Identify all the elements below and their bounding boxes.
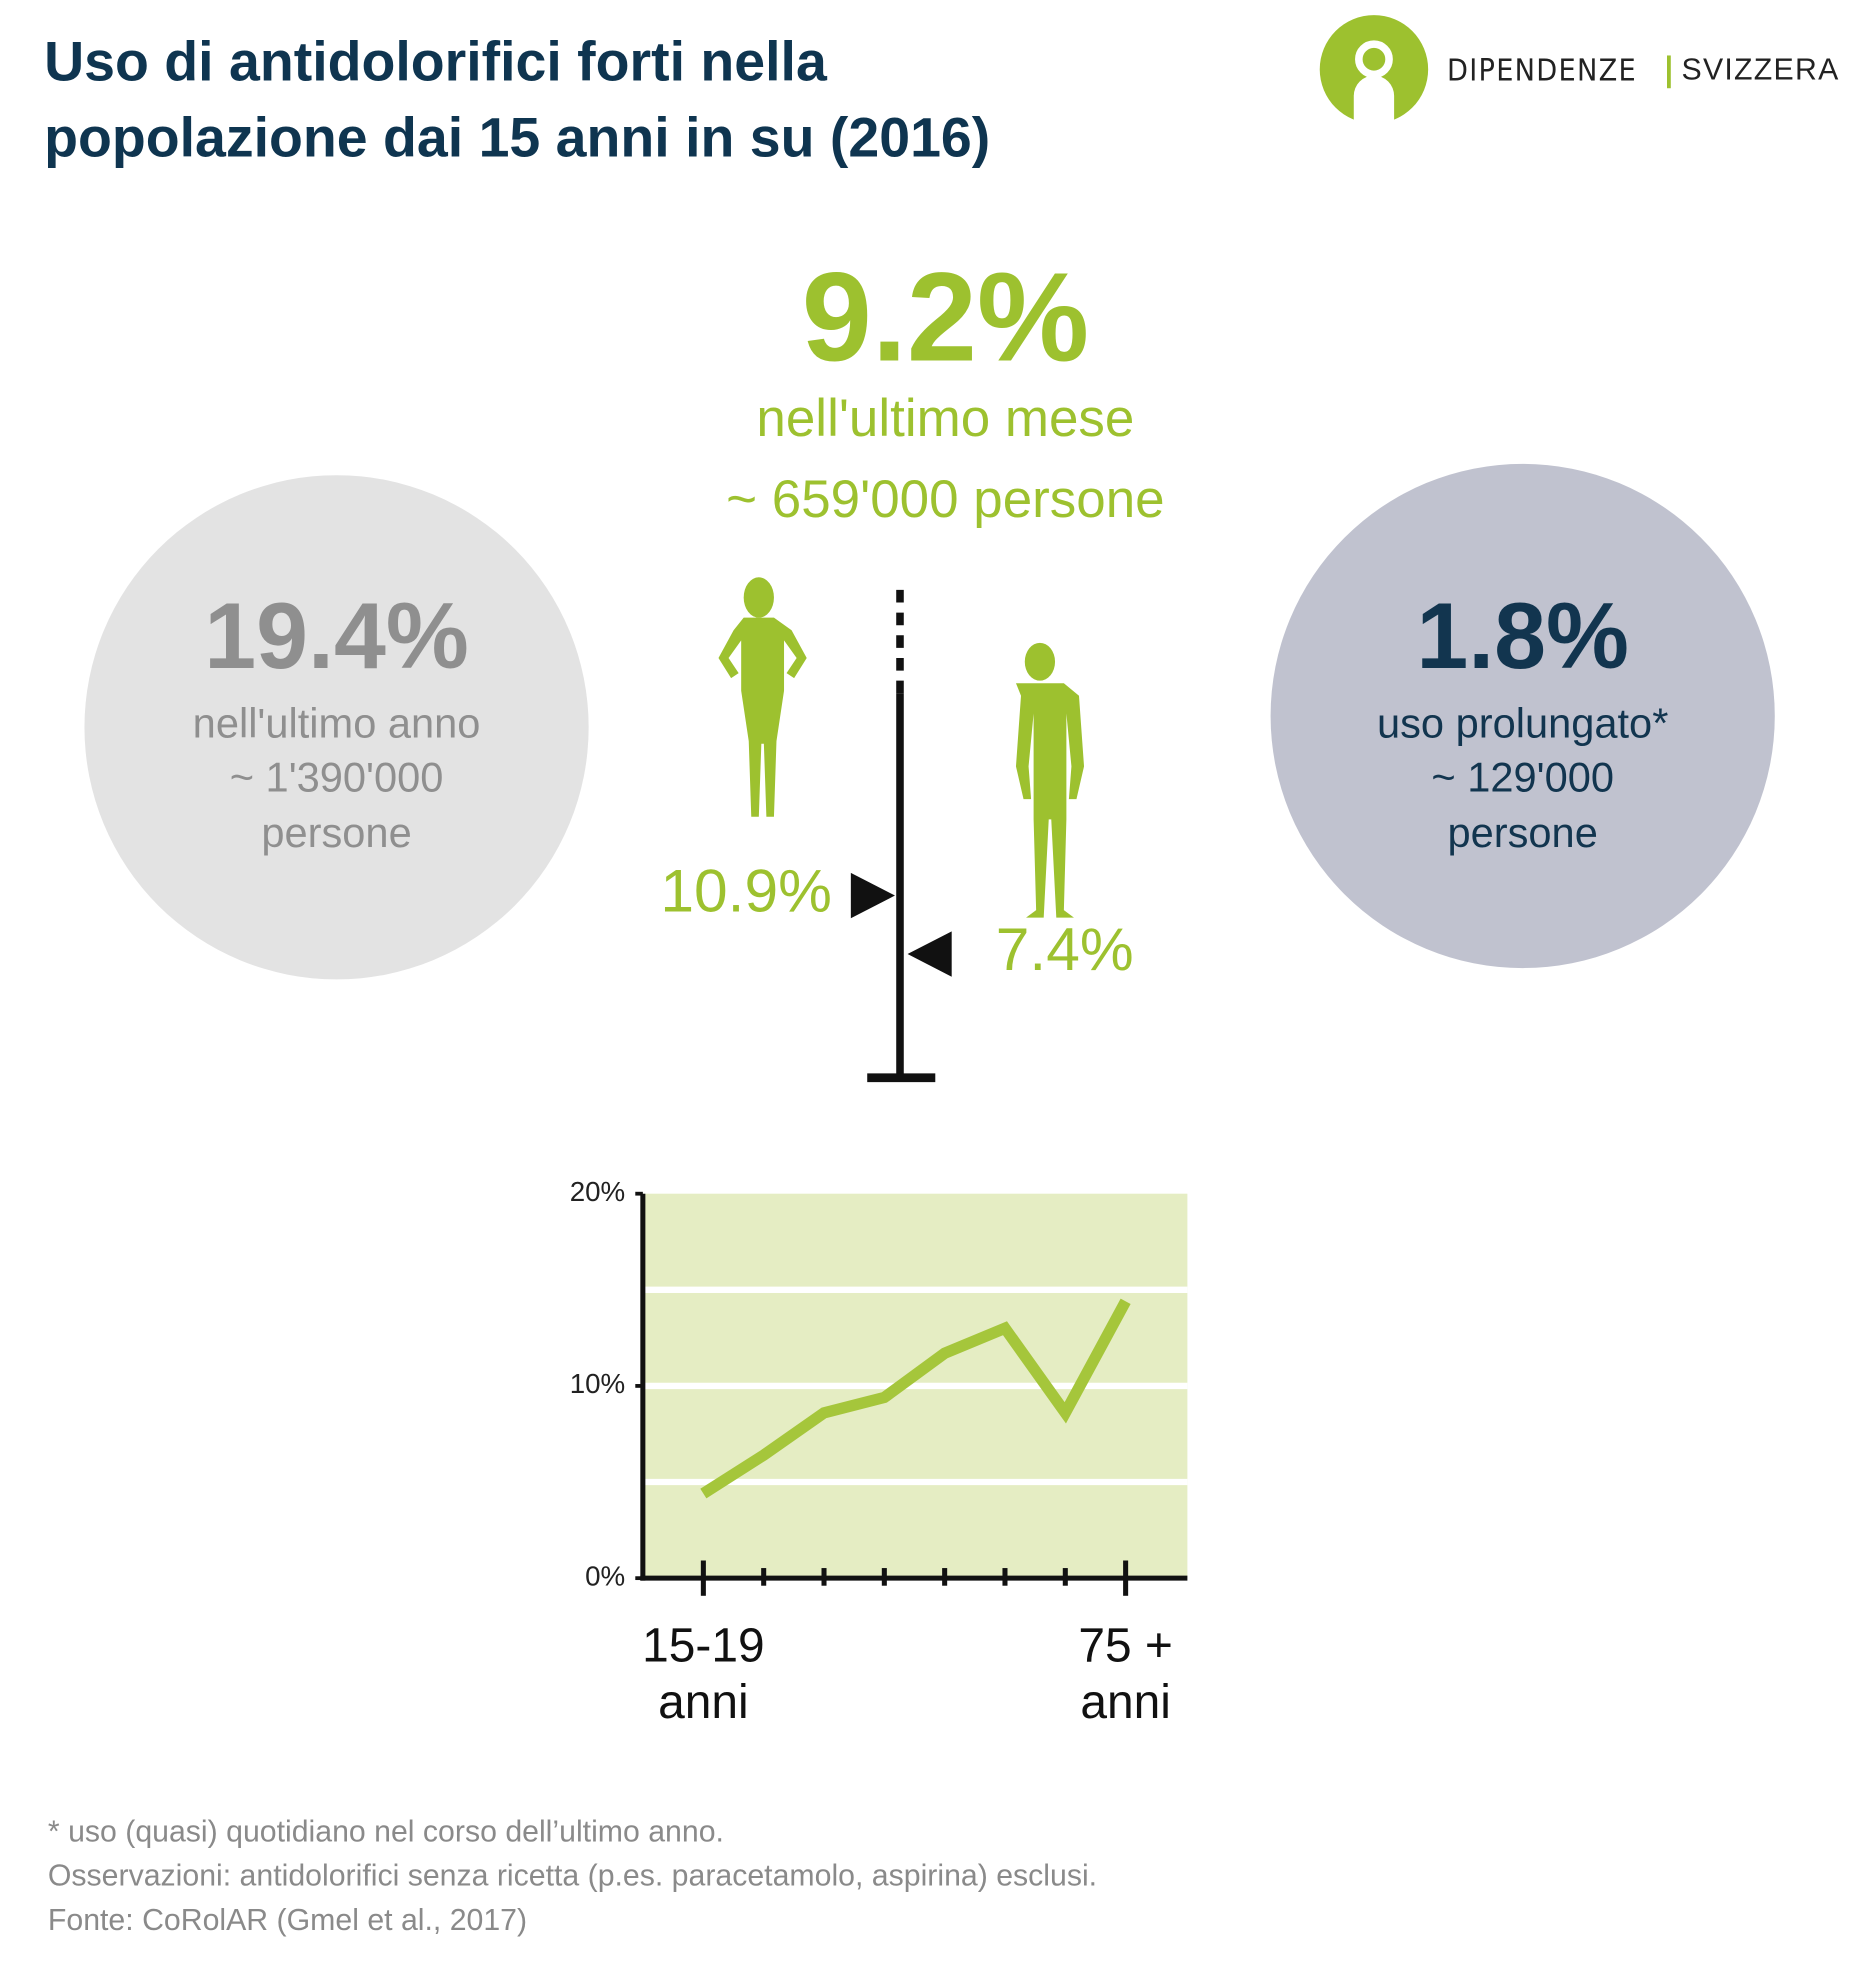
marker-arrow [850, 872, 895, 919]
yearly-value: 19.4% [204, 583, 469, 689]
prolonged-line: ~ 129'000 [1431, 753, 1614, 801]
monthly-value: 9.2% [801, 247, 1090, 389]
marker-arrow [907, 931, 952, 977]
monthly-label: nell'ultimo mese [756, 388, 1135, 448]
prolonged-value: 1.8% [1416, 583, 1629, 689]
footnote: Osservazioni: antidolorifici senza ricet… [47, 1859, 1098, 1894]
y-tick-label: 0% [585, 1560, 625, 1591]
gender-axis [867, 589, 936, 1083]
yearly-line: persone [261, 809, 412, 856]
x-tick-label: 75 + anni [1078, 1619, 1173, 1730]
footnote: Fonte: CoRolAR (Gmel et al., 2017) [47, 1903, 528, 1938]
yearly-line: nell'ultimo anno [192, 699, 481, 747]
logo-icon [1319, 15, 1429, 124]
prolonged-line: uso prolungato* [1376, 699, 1669, 747]
yearly-circle [84, 475, 589, 980]
yearly-line: ~ 1'390'000 [229, 753, 444, 801]
title: Uso di antidolorifici forti nella popola… [44, 31, 991, 169]
monthly-people: ~ 659'000 persone [726, 468, 1165, 529]
x-tick-label: 15-19 anni [642, 1619, 765, 1730]
marker-label: 7.4% [996, 915, 1134, 983]
woman-icon [718, 577, 807, 817]
footnote: * uso (quasi) quotidiano nel corso dell’… [47, 1815, 724, 1850]
man-icon [1015, 642, 1085, 918]
logo-text: DIPENDENZE [1447, 52, 1637, 89]
prolonged-circle [1270, 463, 1775, 969]
logo-text: SVIZZERA [1681, 52, 1840, 87]
prolonged-line: persone [1447, 809, 1598, 856]
y-tick-label: 10% [570, 1368, 625, 1399]
y-tick-label: 20% [570, 1176, 625, 1207]
marker-label: 10.9% [660, 857, 832, 925]
data-line [700, 1298, 1131, 1499]
